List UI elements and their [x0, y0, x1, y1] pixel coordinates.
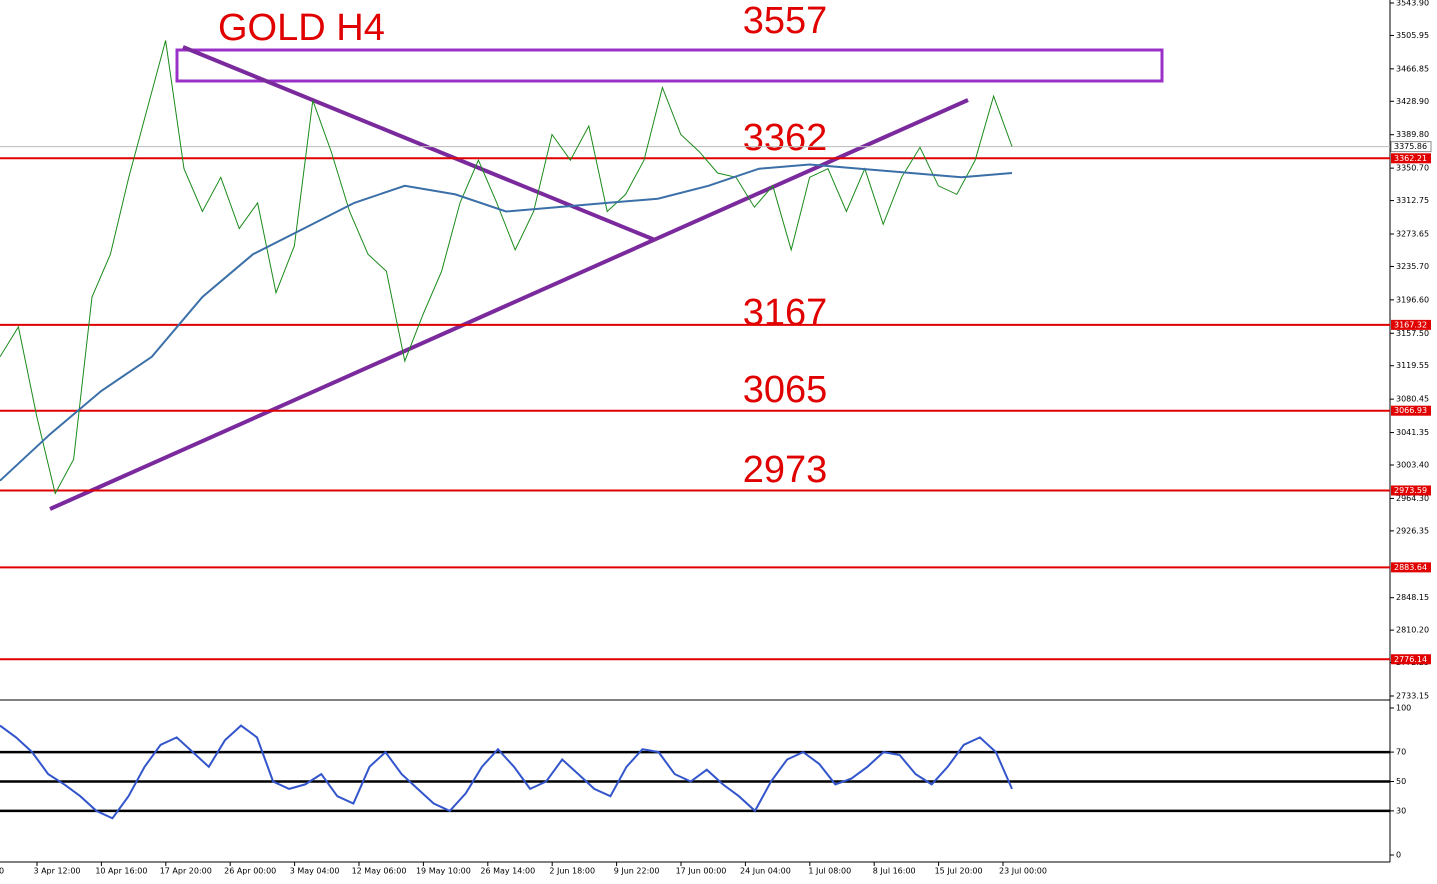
annotation: 3167 — [743, 292, 828, 334]
y-tick-label: 2964.30 — [1396, 494, 1429, 503]
x-tick-label: 19 May 10:00 — [416, 867, 471, 876]
series-line — [0, 724, 1013, 820]
last-price-label: 3375.86 — [1394, 142, 1427, 151]
y-tick-label: 3312.75 — [1396, 196, 1429, 205]
x-tick-label: 9 Jun 22:00 — [614, 867, 660, 876]
y-tick-label: 100 — [1396, 704, 1411, 713]
trend-line — [49, 98, 969, 511]
level-tag — [1391, 405, 1431, 416]
x-tick-label: 26 May 14:00 — [480, 867, 535, 876]
y-tick-label: 3273.65 — [1396, 230, 1429, 239]
level-tag — [1391, 319, 1431, 330]
y-tick-label: 3157.50 — [1396, 329, 1429, 338]
y-tick-label: 30 — [1396, 806, 1406, 815]
y-tick-label: 3080.45 — [1396, 395, 1429, 404]
x-tick-label: 15 Jul 20:00 — [935, 867, 983, 876]
level-label: 2883.64 — [1394, 563, 1427, 572]
annotation: 3557 — [743, 0, 828, 42]
y-tick-label: 3003.40 — [1396, 461, 1429, 470]
level-label: 3066.93 — [1394, 406, 1427, 415]
x-tick-label: 3 May 04:00 — [290, 867, 340, 876]
level-label: 3167.32 — [1394, 320, 1427, 329]
x-tick-label: 24 Jun 04:00 — [740, 867, 791, 876]
level-label: 2973.59 — [1394, 486, 1427, 495]
y-tick-label: 2926.35 — [1396, 526, 1429, 535]
last-price-tag — [1390, 141, 1432, 153]
y-tick-label: 2848.15 — [1396, 593, 1429, 602]
level-tag — [1391, 562, 1431, 573]
x-tick-label: 08:00 — [0, 867, 4, 876]
y-tick-label: 2810.20 — [1396, 626, 1429, 635]
y-tick-label: 50 — [1396, 777, 1406, 786]
y-tick-label: 3196.60 — [1396, 295, 1429, 304]
x-tick-label: 17 Jun 00:00 — [676, 867, 727, 876]
x-tick-label: 17 Apr 20:00 — [160, 867, 212, 876]
y-tick-label: 3505.95 — [1396, 31, 1429, 40]
x-tick-label: 3 Apr 12:00 — [33, 867, 80, 876]
y-tick-label: 2733.15 — [1396, 692, 1429, 701]
level-tag — [1391, 654, 1431, 665]
annotation: 2973 — [743, 449, 828, 491]
x-tick-label: 12 May 06:00 — [352, 867, 407, 876]
trend-line — [182, 45, 656, 242]
y-tick-label: 0 — [1396, 851, 1401, 860]
y-tick-label: 3041.35 — [1396, 428, 1429, 437]
x-tick-label: 26 Apr 00:00 — [224, 867, 276, 876]
y-tick-label: 3389.80 — [1396, 130, 1429, 139]
level-label: 2776.14 — [1394, 655, 1427, 664]
annotation: 3362 — [743, 117, 828, 159]
x-tick-label: 23 Jul 00:00 — [999, 867, 1047, 876]
y-tick-label: 3428.90 — [1396, 97, 1429, 106]
y-tick-label: 3543.90 — [1396, 0, 1429, 8]
x-tick-label: 1 Jul 08:00 — [808, 867, 851, 876]
y-tick-label: 3235.70 — [1396, 262, 1429, 271]
level-label: 3362.21 — [1394, 154, 1427, 163]
series-line — [0, 163, 1013, 482]
x-tick-label: 10 Apr 16:00 — [95, 867, 147, 876]
x-tick-label: 8 Jul 16:00 — [873, 867, 916, 876]
y-tick-label: 3466.85 — [1396, 64, 1429, 73]
y-tick-label: 3119.55 — [1396, 361, 1429, 370]
y-tick-label: 70 — [1396, 748, 1406, 757]
resistance-zone — [175, 48, 1164, 83]
series-line — [0, 40, 1013, 495]
annotation: 3065 — [743, 369, 828, 411]
chart-title: GOLD H4 — [218, 7, 385, 49]
y-tick-label: 3350.70 — [1396, 164, 1429, 173]
x-tick-label: 2 Jun 18:00 — [549, 867, 595, 876]
level-tag — [1391, 153, 1431, 164]
level-tag — [1391, 485, 1431, 496]
